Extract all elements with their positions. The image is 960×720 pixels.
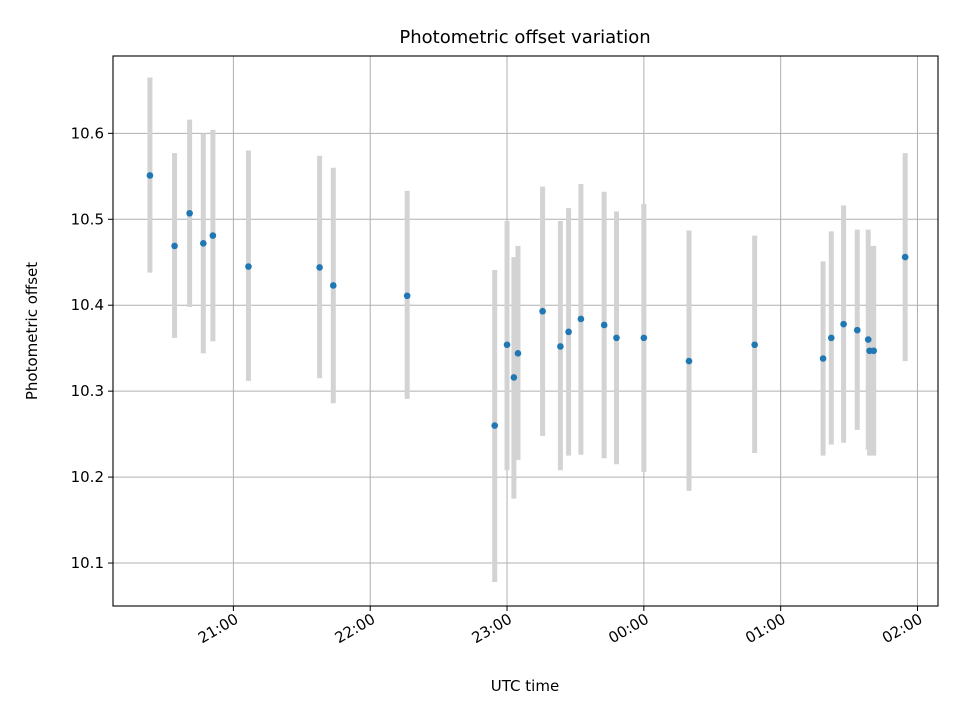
data-point	[514, 350, 522, 357]
data-point	[827, 334, 835, 342]
y-tick-label: 10.2	[71, 468, 104, 486]
data-point	[640, 334, 648, 342]
data-point	[613, 334, 620, 342]
data-point	[329, 282, 337, 289]
data-point	[864, 336, 872, 343]
y-tick-label: 10.4	[71, 296, 104, 314]
data-point	[199, 240, 207, 247]
axis-ticks: 21:00 22:00 23:00 00:00 01:00 02:0010.110.210…	[71, 124, 926, 647]
y-tick-label: 10.1	[71, 554, 104, 572]
data-point	[853, 326, 861, 334]
data-point	[565, 328, 572, 336]
data-point	[557, 343, 564, 350]
chart-title: Photometric offset variation	[399, 27, 650, 48]
data-point	[840, 320, 847, 328]
data-point	[316, 264, 323, 271]
x-axis-title: UTC time	[491, 677, 559, 695]
data-point	[510, 374, 518, 381]
y-axis-title: Photometric offset	[23, 262, 41, 400]
data-point	[870, 347, 877, 355]
data-point	[403, 292, 411, 300]
data-point	[491, 422, 499, 429]
data-point	[751, 341, 758, 349]
data-point	[539, 307, 546, 315]
data-point	[171, 242, 178, 250]
data-point	[503, 341, 511, 349]
y-tick-label: 10.5	[71, 210, 104, 228]
y-tick-label: 10.3	[71, 382, 104, 400]
data-point	[186, 209, 193, 217]
data-point	[685, 357, 693, 365]
data-point	[819, 355, 827, 362]
data-point	[146, 172, 154, 179]
data-point	[577, 315, 585, 323]
data-point	[600, 321, 608, 329]
data-point	[245, 263, 252, 270]
plot-frame	[112, 55, 939, 607]
data-point	[901, 253, 909, 261]
data-point	[209, 232, 217, 239]
data-points	[146, 172, 909, 429]
y-tick-label: 10.6	[71, 124, 104, 142]
